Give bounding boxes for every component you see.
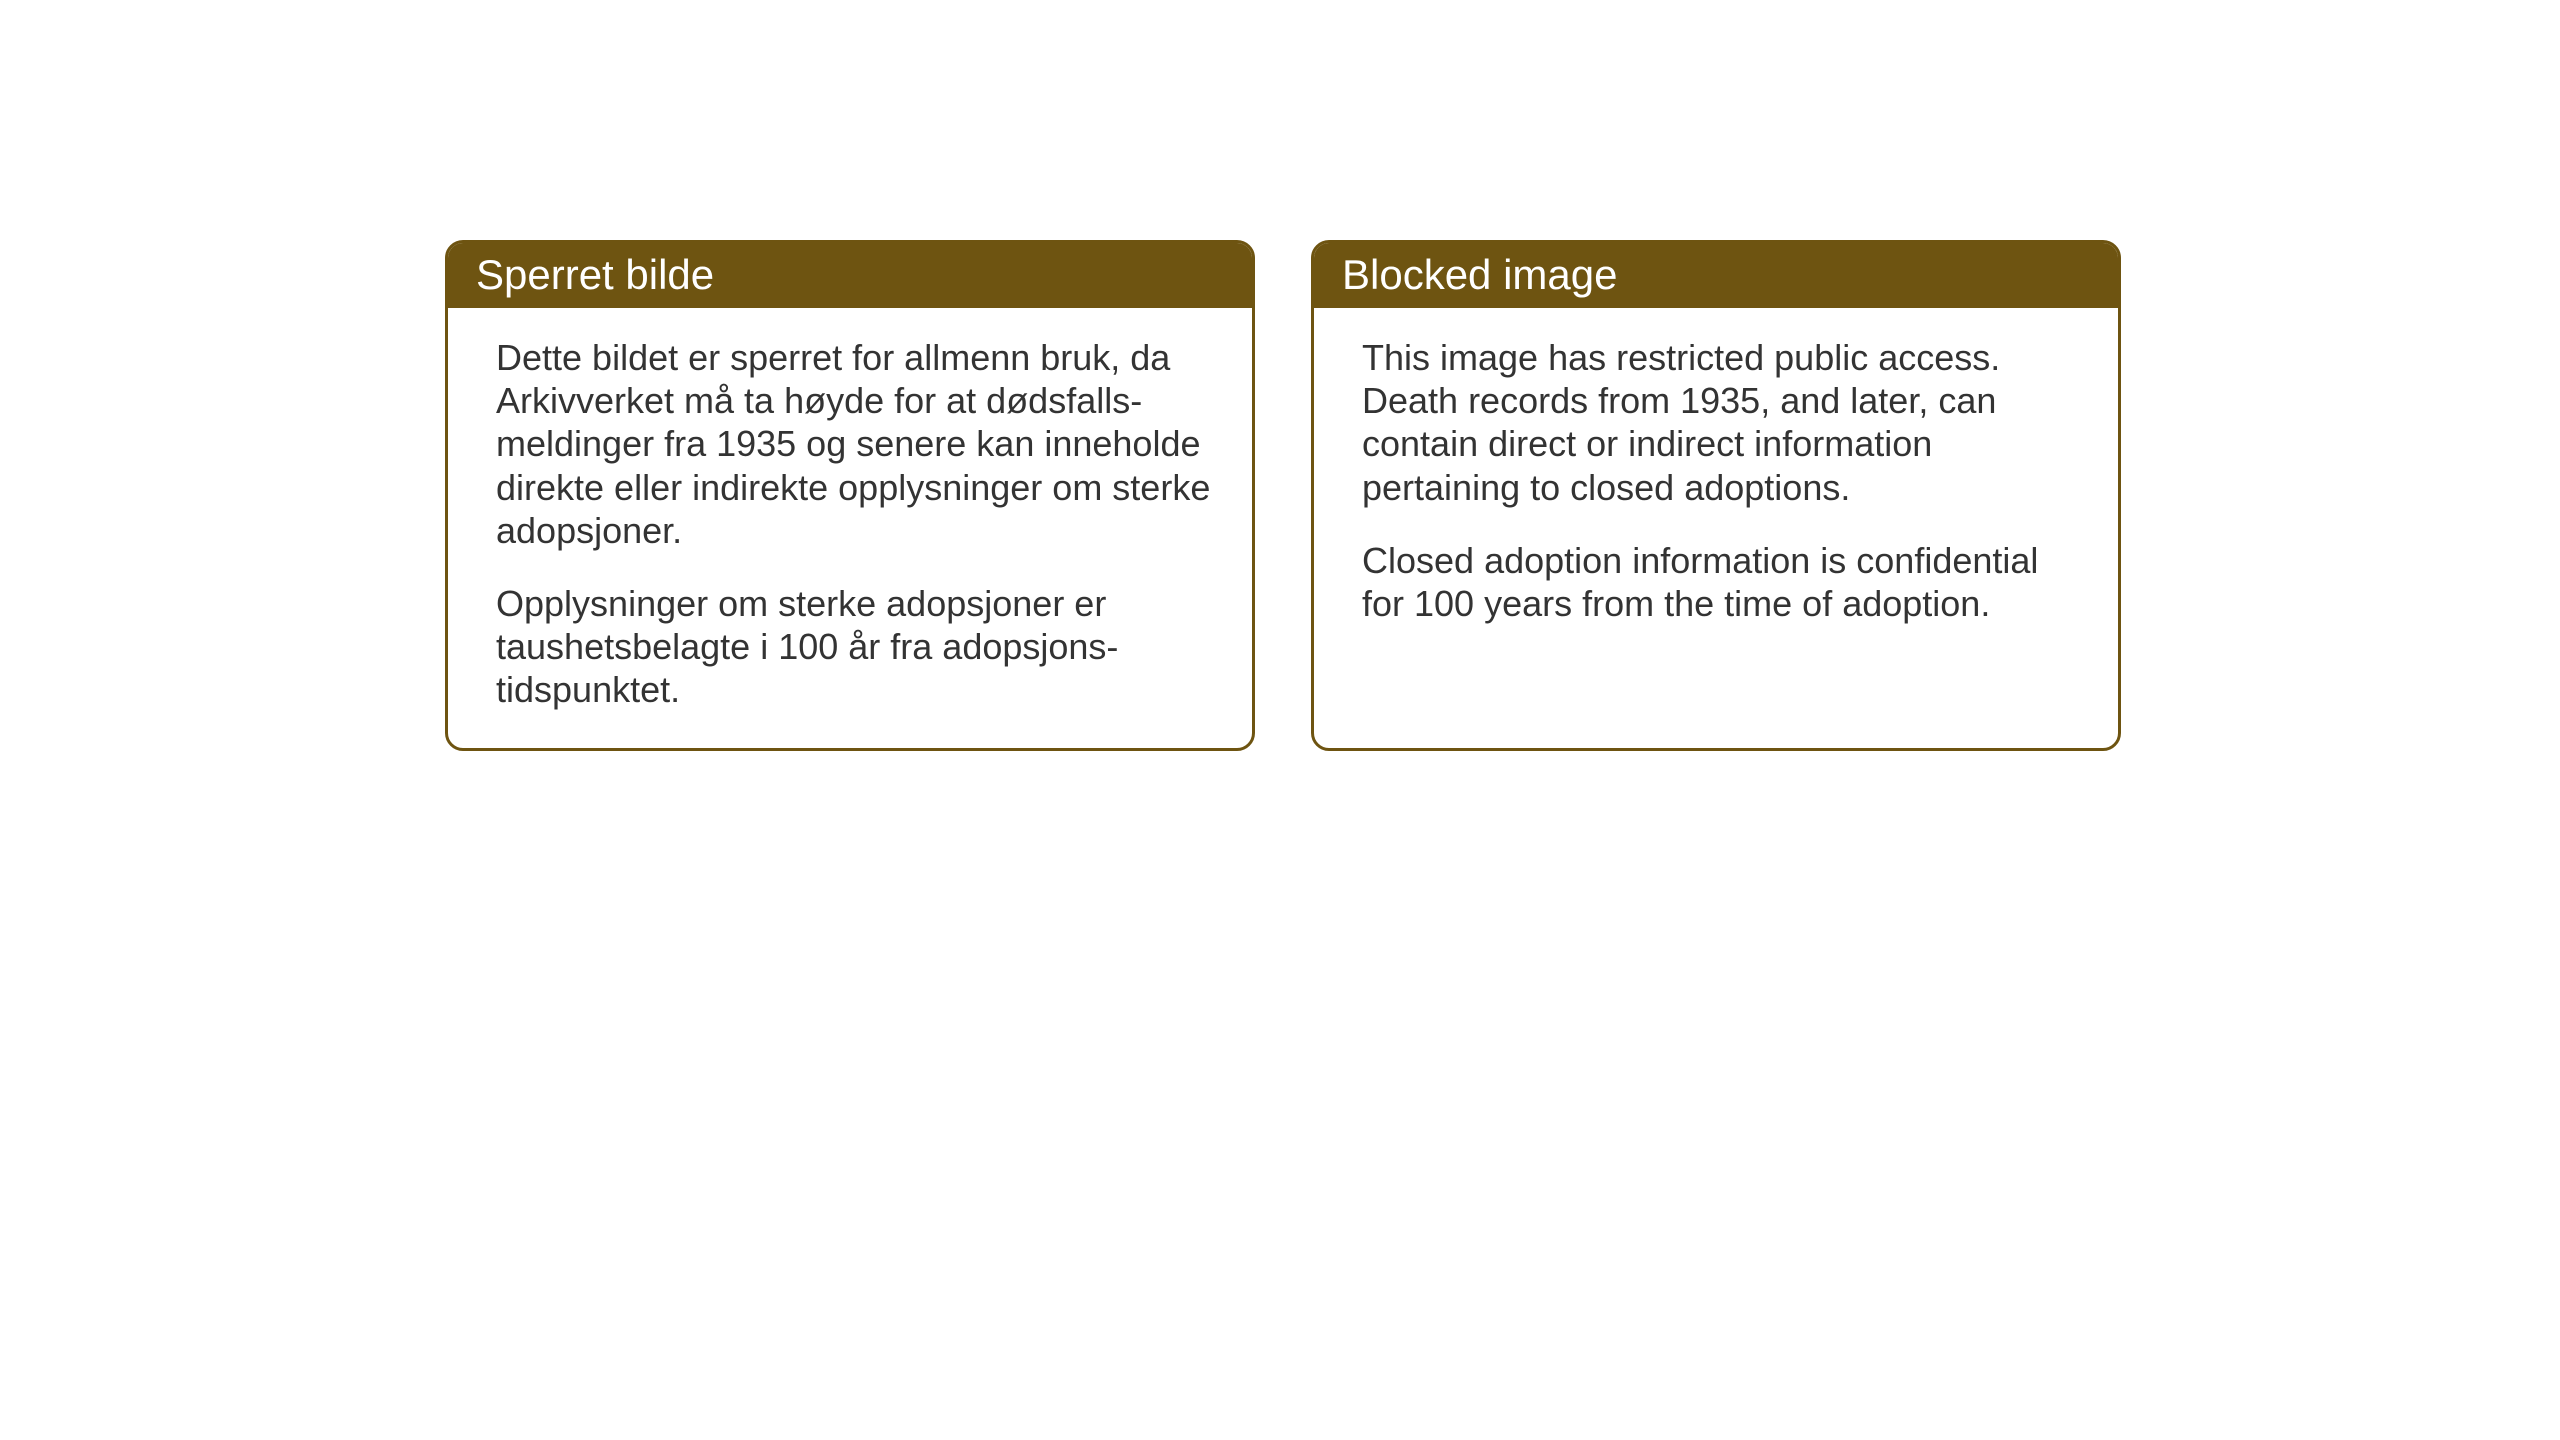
card-english: Blocked image This image has restricted … [1311,240,2121,751]
card-norwegian: Sperret bilde Dette bildet er sperret fo… [445,240,1255,751]
card-english-header: Blocked image [1314,243,2118,308]
card-norwegian-header: Sperret bilde [448,243,1252,308]
card-norwegian-body: Dette bildet er sperret for allmenn bruk… [448,308,1252,748]
cards-container: Sperret bilde Dette bildet er sperret fo… [445,240,2121,751]
card-english-paragraph-1: This image has restricted public access.… [1362,336,2078,509]
card-norwegian-paragraph-1: Dette bildet er sperret for allmenn bruk… [496,336,1212,552]
card-norwegian-paragraph-2: Opplysninger om sterke adopsjoner er tau… [496,582,1212,712]
card-english-body: This image has restricted public access.… [1314,308,2118,661]
card-english-paragraph-2: Closed adoption information is confident… [1362,539,2078,625]
